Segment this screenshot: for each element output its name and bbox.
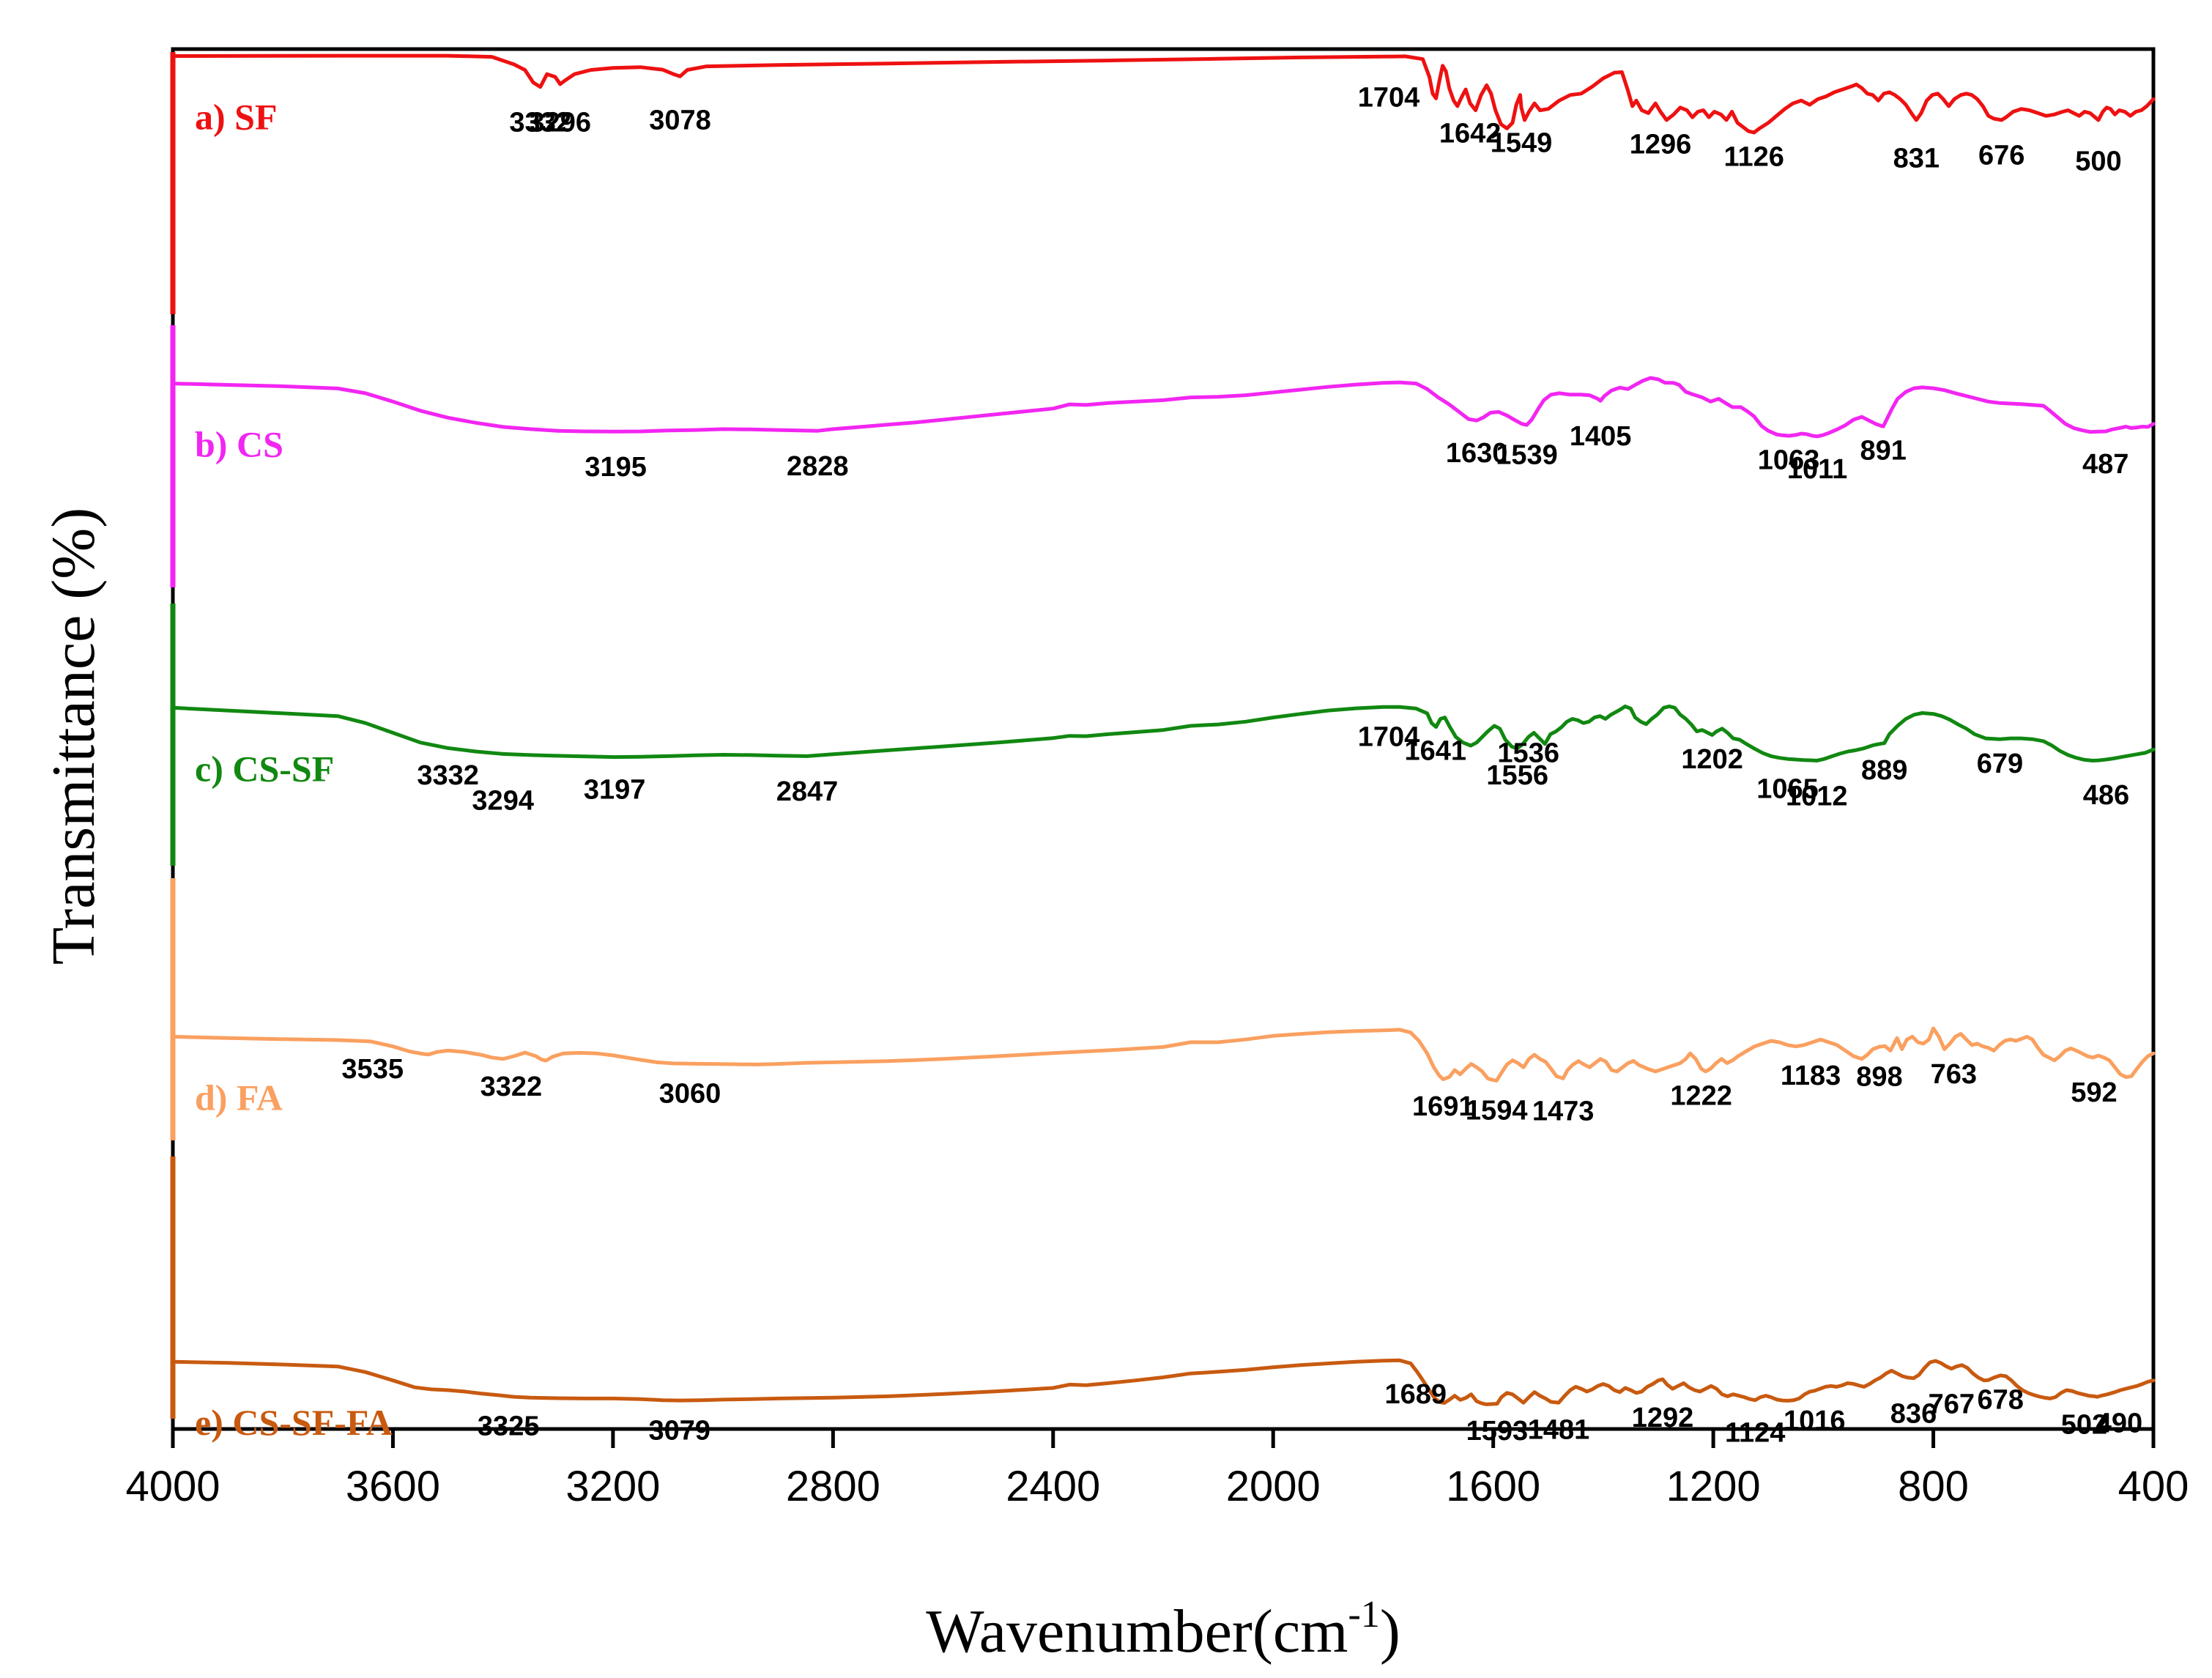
peak-label: 1222 — [1670, 1081, 1732, 1112]
peak-label: 1012 — [1786, 781, 1848, 812]
peak-label: 1593 — [1466, 1416, 1529, 1447]
x-axis-title-main: Wavenumber(cm — [926, 1597, 1348, 1666]
plot-frame — [171, 47, 2156, 1431]
peak-label: 1016 — [1784, 1406, 1846, 1436]
peak-label: 1202 — [1681, 744, 1743, 775]
peak-label: 3060 — [659, 1079, 721, 1110]
peak-label: 502 — [2061, 1409, 2107, 1440]
peak-label: 2847 — [776, 776, 839, 807]
peak-label: 3294 — [472, 785, 534, 816]
peak-label: 592 — [2071, 1077, 2117, 1108]
series-layer: a) SF b) CS c) CS-SF d) FA e) CS-SF-FA — [170, 52, 2156, 1443]
series-label: c) CS-SF — [195, 748, 334, 789]
x-axis-title-sup: -1 — [1348, 1594, 1380, 1636]
peak-label: 1549 — [1491, 128, 1553, 159]
peak-label: 3296 — [530, 108, 592, 138]
peak-label: 1063 — [1758, 445, 1820, 476]
x-tick-label: 1600 — [1446, 1463, 1540, 1510]
peak-label: 3535 — [341, 1054, 404, 1085]
x-tick-label: 800 — [1898, 1463, 1969, 1510]
peak-label: 1689 — [1385, 1379, 1447, 1410]
peak-label: 767 — [1929, 1389, 1975, 1420]
x-tick-label: 3200 — [565, 1463, 660, 1510]
x-tick-label: 3600 — [346, 1463, 440, 1510]
peak-label: 3078 — [649, 105, 711, 135]
series-line — [171, 704, 2156, 762]
peak-label: 1594 — [1466, 1096, 1528, 1126]
peak-label: 1124 — [1725, 1418, 1785, 1449]
peak-label: 1704 — [1358, 721, 1420, 752]
x-tick-label: 1200 — [1666, 1463, 1761, 1510]
peak-label: 898 — [1856, 1061, 1902, 1092]
series-label: a) SF — [195, 97, 278, 138]
peak-label: 3322 — [480, 1072, 543, 1102]
peak-label: 1183 — [1781, 1061, 1841, 1091]
peak-label: 1011 — [1787, 454, 1847, 485]
peak-label: 2828 — [787, 451, 849, 482]
peak-label: 486 — [2083, 780, 2129, 811]
peak-label: 836 — [1890, 1399, 1937, 1430]
peak-label: 487 — [2082, 449, 2129, 480]
peak-label: 3332 — [417, 760, 479, 791]
x-axis-title-suffix: ) — [1380, 1597, 1400, 1666]
peak-label: 1691 — [1412, 1091, 1474, 1122]
x-tick-label: 4000 — [125, 1463, 220, 1510]
peak-label: 1630 — [1446, 438, 1508, 469]
peak-label: 1296 — [1630, 130, 1692, 160]
y-axis-title: Transmittance (%) — [40, 508, 108, 965]
series-line — [171, 1026, 2156, 1083]
peak-label: 3195 — [584, 452, 647, 483]
peak-label: 676 — [1978, 141, 2024, 171]
x-tick-label: 400 — [2118, 1463, 2189, 1510]
peak-label: 1065 — [1756, 773, 1819, 804]
peak-label: 1292 — [1632, 1403, 1694, 1433]
series-line — [171, 1358, 2156, 1406]
peak-label: 3325 — [478, 1411, 540, 1442]
peak-label: 1536 — [1497, 738, 1559, 768]
peak-label: 889 — [1861, 755, 1907, 786]
peak-label: 891 — [1860, 436, 1906, 467]
peak-label: 1539 — [1496, 439, 1558, 470]
peak-label: 678 — [1977, 1385, 2023, 1416]
peak-label: 1642 — [1439, 118, 1502, 149]
x-axis-title: Wavenumber(cm-1) — [926, 1594, 1400, 1666]
peak-label: 1405 — [1570, 421, 1632, 452]
peak-label: 490 — [2096, 1408, 2142, 1439]
peak-label: 3197 — [584, 775, 646, 806]
peak-label: 763 — [1931, 1059, 1977, 1090]
peak-label: 679 — [1977, 749, 2023, 779]
peak-label: 1126 — [1723, 142, 1784, 173]
peak-label: 1704 — [1358, 83, 1420, 114]
peak-label: 1481 — [1528, 1415, 1590, 1446]
series-line — [171, 376, 2156, 439]
peak-label: 500 — [2075, 146, 2121, 177]
peak-label: 1473 — [1532, 1096, 1595, 1126]
x-tick-label: 2800 — [786, 1463, 880, 1510]
x-axis-ticks: 4000 3600 3200 2800 2400 2000 1600 1200 800 400 — [125, 1429, 2189, 1510]
peak-label: 1556 — [1486, 760, 1548, 791]
series-label: e) CS-SF-FA — [195, 1402, 393, 1443]
series-label: b) CS — [195, 424, 283, 465]
series-line — [171, 53, 2156, 135]
peak-label: 1641 — [1405, 736, 1467, 767]
series-label: d) FA — [195, 1077, 283, 1118]
x-tick-label: 2000 — [1226, 1463, 1321, 1510]
peak-label: 3332 — [509, 108, 571, 138]
peak-label: 831 — [1893, 144, 1940, 174]
x-tick-label: 2400 — [1006, 1463, 1100, 1510]
peak-label: 3079 — [649, 1415, 711, 1446]
